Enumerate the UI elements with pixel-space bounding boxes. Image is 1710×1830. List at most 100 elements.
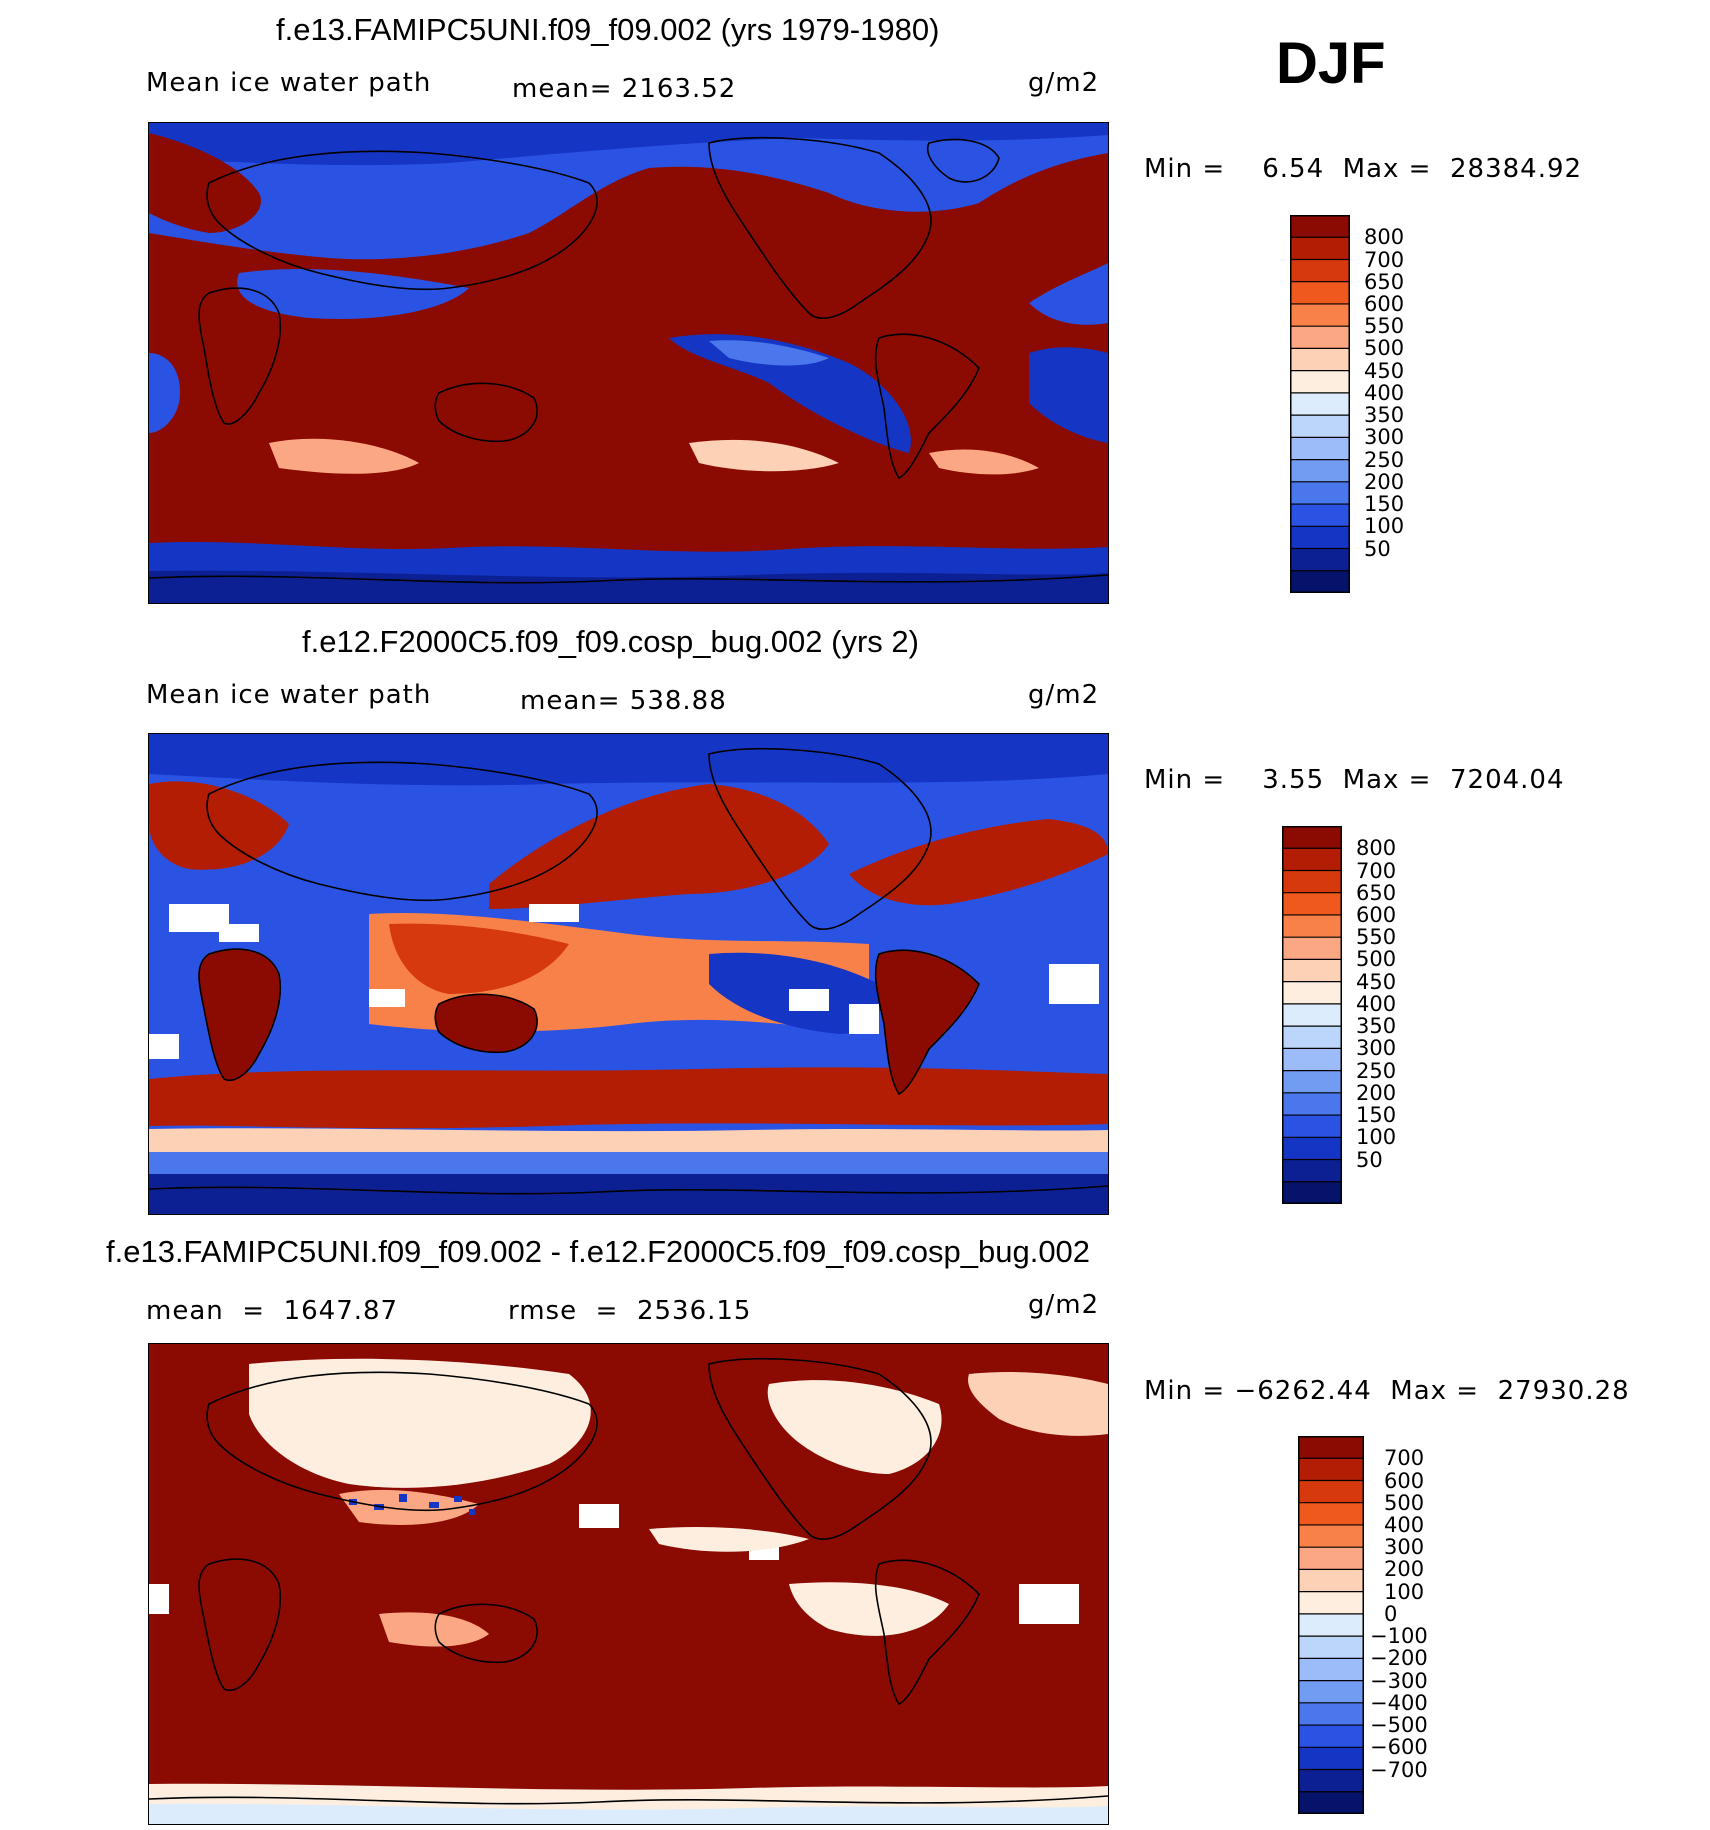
colorbar-tick-label: 400 [1384, 1512, 1425, 1537]
colorbar-swatch [1282, 1159, 1342, 1183]
panel3-colorbar [1298, 1436, 1364, 1815]
colorbar-tick-label: 450 [1364, 358, 1405, 383]
colorbar-swatch [1290, 348, 1350, 372]
colorbar-swatch [1298, 1769, 1364, 1793]
colorbar-tick-label: 400 [1356, 991, 1397, 1016]
colorbar-swatch [1298, 1569, 1364, 1593]
panel3-minmax: Min = −6262.44 Max = 27930.28 [1144, 1376, 1630, 1406]
colorbar-swatch [1298, 1702, 1364, 1726]
colorbar-tick-label: 550 [1364, 314, 1405, 339]
panel1-title: f.e13.FAMIPC5UNI.f09_f09.002 (yrs 1979-1… [276, 12, 940, 47]
panel2-title: f.e12.F2000C5.f09_f09.cosp_bug.002 (yrs … [302, 624, 919, 659]
colorbar-swatch [1298, 1613, 1364, 1637]
colorbar-tick-label: 100 [1356, 1125, 1397, 1150]
colorbar-swatch [1290, 526, 1350, 550]
colorbar-swatch [1290, 370, 1350, 394]
panel3-mean-label: mean = 1647.87 [146, 1296, 399, 1326]
panel1-colorbar-svg [1290, 215, 1350, 594]
colorbar-tick-label: 500 [1356, 947, 1397, 972]
colorbar-tick-label: 700 [1356, 858, 1397, 883]
colorbar-swatch [1282, 848, 1342, 871]
colorbar-tick-label: −100 [1370, 1624, 1428, 1649]
panel1-minmax: Min = 6.54 Max = 28384.92 [1144, 154, 1583, 184]
colorbar-tick-label: 650 [1356, 880, 1397, 905]
colorbar-swatch [1298, 1680, 1364, 1704]
panel1-colorbar [1290, 215, 1350, 594]
colorbar-tick-label: 0 [1384, 1601, 1398, 1626]
colorbar-tick-label: −600 [1370, 1735, 1428, 1760]
colorbar-swatch [1290, 504, 1350, 527]
panel1-left-label: Mean ice water path [146, 68, 432, 98]
colorbar-swatch [1290, 215, 1350, 238]
panel1-map [148, 122, 1109, 604]
colorbar-swatch [1298, 1725, 1364, 1748]
colorbar-tick-label: 800 [1356, 836, 1397, 861]
colorbar-tick-label: 600 [1364, 291, 1405, 316]
colorbar-swatch [1298, 1502, 1364, 1526]
colorbar-tick-label: 500 [1364, 336, 1405, 361]
colorbar-tick-label: 50 [1356, 1147, 1383, 1172]
colorbar-tick-label: 550 [1356, 925, 1397, 950]
colorbar-swatch [1298, 1524, 1364, 1548]
panel1-units: g/m2 [1028, 68, 1100, 98]
colorbar-tick-label: 350 [1356, 1014, 1397, 1039]
colorbar-swatch [1290, 459, 1350, 483]
colorbar-swatch [1282, 1026, 1342, 1049]
colorbar-tick-label: 200 [1384, 1557, 1425, 1582]
season-label: DJF [1276, 31, 1386, 96]
colorbar-swatch [1298, 1547, 1364, 1570]
colorbar-swatch [1282, 1092, 1342, 1116]
colorbar-tick-label: 250 [1364, 447, 1405, 472]
panel2-map [148, 733, 1109, 1215]
colorbar-tick-label: 700 [1364, 247, 1405, 272]
colorbar-tick-label: 600 [1356, 902, 1397, 927]
colorbar-border [1298, 1436, 1364, 1814]
colorbar-tick-label: −400 [1370, 1690, 1428, 1715]
colorbar-swatch [1290, 415, 1350, 438]
colorbar-swatch [1282, 892, 1342, 916]
colorbar-tick-label: 50 [1364, 536, 1391, 561]
panel3-rmse-label: rmse = 2536.15 [508, 1296, 752, 1326]
colorbar-swatch [1290, 326, 1350, 349]
colorbar-tick-label: 800 [1364, 225, 1405, 250]
colorbar-swatch [1290, 392, 1350, 416]
colorbar-swatch [1298, 1636, 1364, 1659]
colorbar-swatch [1282, 914, 1342, 938]
colorbar-tick-label: −500 [1370, 1713, 1428, 1738]
colorbar-tick-label: 100 [1384, 1579, 1425, 1604]
colorbar-swatch [1282, 1048, 1342, 1072]
panel1-mean-label: mean= 2163.52 [512, 74, 737, 104]
colorbar-border [1282, 826, 1342, 1204]
colorbar-swatch [1282, 870, 1342, 894]
panel2-mean-label: mean= 538.88 [520, 686, 727, 716]
colorbar-swatch [1298, 1458, 1364, 1481]
colorbar-swatch [1282, 937, 1342, 960]
panel3-units: g/m2 [1028, 1290, 1100, 1320]
colorbar-swatch [1290, 481, 1350, 505]
panel3-map [148, 1343, 1109, 1825]
colorbar-swatch [1282, 1003, 1342, 1027]
colorbar-swatch [1290, 548, 1350, 572]
colorbar-swatch [1290, 570, 1350, 594]
colorbar-tick-label: −200 [1370, 1646, 1428, 1671]
colorbar-tick-label: 150 [1364, 492, 1405, 517]
colorbar-tick-label: 100 [1364, 514, 1405, 539]
colorbar-swatch [1282, 959, 1342, 983]
colorbar-swatch [1290, 237, 1350, 260]
colorbar-border [1290, 215, 1350, 593]
colorbar-tick-label: 300 [1364, 425, 1405, 450]
panel2-units: g/m2 [1028, 680, 1100, 710]
colorbar-swatch [1290, 259, 1350, 283]
colorbar-tick-label: 200 [1364, 469, 1405, 494]
colorbar-tick-label: 350 [1364, 403, 1405, 428]
colorbar-swatch [1298, 1436, 1364, 1459]
colorbar-swatch [1290, 303, 1350, 327]
colorbar-tick-label: 700 [1384, 1446, 1425, 1471]
colorbar-tick-label: 300 [1356, 1036, 1397, 1061]
panel2-minmax: Min = 3.55 Max = 7204.04 [1144, 765, 1565, 795]
colorbar-swatch [1282, 981, 1342, 1005]
colorbar-tick-label: 250 [1356, 1058, 1397, 1083]
colorbar-swatch [1298, 1791, 1364, 1815]
panel2-colorbar [1282, 826, 1342, 1205]
colorbar-swatch [1282, 826, 1342, 849]
